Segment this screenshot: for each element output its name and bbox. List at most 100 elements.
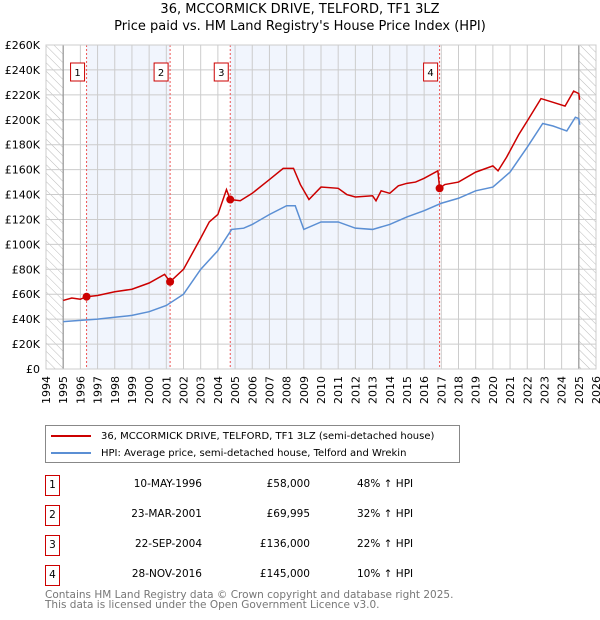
sale-price: £69,995 [266, 508, 310, 520]
footer-line: Contains HM Land Registry data © Crown c… [45, 589, 454, 601]
hatched-period [578, 45, 596, 369]
y-tick-label: £100K [5, 238, 41, 251]
sale-hpi: 48% ↑ HPI [357, 478, 414, 490]
sale-row: 3 22-SEP-2004 £136,000 22% ↑ HPI [45, 535, 465, 556]
chart-title: 36, MCCORMICK DRIVE, TELFORD, TF1 3LZ [160, 2, 440, 17]
x-tick-label: 1999 [126, 376, 139, 404]
x-tick-label: 1995 [57, 376, 70, 404]
x-tick-label: 2003 [195, 376, 208, 404]
price-line [62, 90, 581, 302]
x-tick-label: 2015 [401, 376, 414, 404]
legend-swatch [51, 435, 91, 437]
y-tick-label: £160K [5, 164, 41, 177]
sale-row: 1 10-MAY-1996 £58,000 48% ↑ HPI [45, 475, 465, 496]
x-tick-label: 2021 [504, 376, 517, 404]
hatched-period [46, 45, 64, 369]
x-tick-label: 1998 [109, 376, 122, 404]
y-tick-label: £20K [12, 338, 41, 351]
legend-item-property: 36, MCCORMICK DRIVE, TELFORD, TF1 3LZ (s… [46, 428, 434, 444]
sale-label-box [213, 62, 229, 82]
x-tick-label: 2002 [178, 376, 191, 404]
sale-badge: 3 [45, 535, 60, 556]
x-tick-label: 2001 [160, 376, 173, 404]
x-tick-label: 1994 [40, 376, 53, 404]
sale-price: £145,000 [259, 568, 310, 580]
sale-label: 1 [74, 68, 80, 79]
x-tick-label: 2014 [384, 376, 397, 404]
x-tick-label: 1996 [74, 376, 87, 404]
sale-row: 2 23-MAR-2001 £69,995 32% ↑ HPI [45, 505, 465, 526]
sale-label: 2 [158, 68, 164, 79]
chart-subtitle: Price paid vs. HM Land Registry's House … [114, 19, 486, 34]
x-tick-label: 2011 [332, 376, 345, 404]
x-tick-label: 2008 [281, 376, 294, 404]
x-tick-label: 2025 [573, 376, 586, 404]
legend-label: 36, MCCORMICK DRIVE, TELFORD, TF1 3LZ (s… [101, 430, 435, 442]
sale-label-box [423, 62, 439, 82]
y-tick-label: £240K [5, 64, 41, 77]
plot-border [45, 44, 597, 370]
sale-label: 3 [218, 68, 224, 79]
y-tick-label: £180K [5, 139, 41, 152]
x-tick-label: 2012 [349, 376, 362, 404]
sale-point [226, 195, 235, 204]
sale-badge: 4 [45, 565, 60, 586]
y-tick-label: £260K [5, 39, 41, 52]
footer: Contains HM Land Registry data © Crown c… [45, 589, 454, 611]
y-tick-label: £120K [5, 213, 41, 226]
sale-hpi: 10% ↑ HPI [357, 568, 414, 580]
x-tick-label: 2026 [590, 376, 600, 404]
sale-date: 22-SEP-2004 [134, 538, 202, 550]
sale-label-box [153, 62, 169, 82]
sale-badge: 1 [45, 475, 60, 496]
x-tick-label: 2022 [521, 376, 534, 404]
x-tick-label: 2010 [315, 376, 328, 404]
sale-date: 28-NOV-2016 [131, 568, 202, 580]
sale-date: 10-MAY-1996 [133, 478, 202, 490]
x-tick-label: 2000 [143, 376, 156, 404]
y-tick-label: £40K [12, 313, 41, 326]
sale-hpi: 22% ↑ HPI [357, 538, 414, 550]
x-tick-label: 2016 [418, 376, 431, 404]
sale-date: 23-MAR-2001 [131, 508, 202, 520]
sale-label-box [70, 62, 86, 82]
y-tick-label: £80K [12, 263, 41, 276]
y-tick-label: £0 [26, 363, 40, 376]
hpi-line [63, 116, 581, 323]
x-tick-label: 2024 [556, 376, 569, 404]
plot-area: 1994 1995 1996 1997 1998 1999 2000 2001 2002 2003… [5, 39, 600, 404]
shaded-period [86, 45, 171, 369]
y-tick-label: £220K [5, 89, 41, 102]
x-tick-label: 2018 [453, 376, 466, 404]
sale-point [435, 184, 444, 193]
legend-item-hpi: HPI: Average price, semi-detached house,… [46, 445, 406, 461]
x-tick-label: 2004 [212, 376, 225, 404]
legend-swatch [51, 452, 91, 454]
footer-line: This data is licensed under the Open Gov… [45, 599, 380, 611]
x-tick-label: 2017 [435, 376, 448, 404]
x-tick-label: 1997 [92, 376, 105, 404]
sale-badge: 2 [45, 505, 60, 526]
shaded-period [230, 45, 440, 369]
x-tick-label: 2007 [263, 376, 276, 404]
x-tick-label: 2020 [487, 376, 500, 404]
sale-price: £136,000 [259, 538, 310, 550]
sale-label: 4 [427, 68, 433, 79]
x-tick-label: 2019 [470, 376, 483, 404]
sale-point [166, 277, 175, 286]
x-tick-label: 2005 [229, 376, 242, 404]
sale-price: £58,000 [266, 478, 310, 490]
y-tick-label: £200K [5, 114, 41, 127]
y-tick-label: £60K [12, 288, 41, 301]
legend: 36, MCCORMICK DRIVE, TELFORD, TF1 3LZ (s… [45, 425, 460, 463]
legend-label: HPI: Average price, semi-detached house,… [101, 447, 407, 459]
sale-row: 4 28-NOV-2016 £145,000 10% ↑ HPI [45, 565, 465, 586]
x-tick-label: 2023 [538, 376, 551, 404]
sale-hpi: 32% ↑ HPI [357, 508, 414, 520]
x-tick-label: 2006 [246, 376, 259, 404]
y-tick-label: £140K [5, 189, 41, 202]
x-tick-label: 2009 [298, 376, 311, 404]
sale-point [82, 292, 91, 301]
x-tick-label: 2013 [367, 376, 380, 404]
